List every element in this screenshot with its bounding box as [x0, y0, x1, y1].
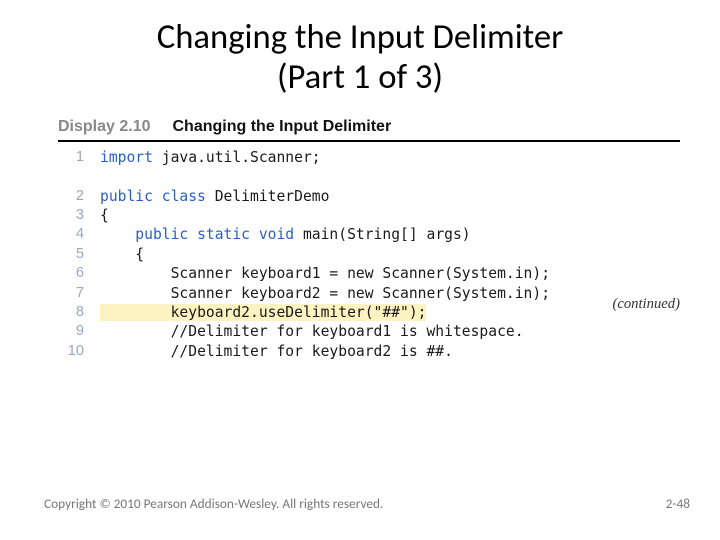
code-line: public class DelimiterDemo — [100, 187, 550, 206]
code-text: { — [100, 207, 109, 224]
code-text: DelimiterDemo — [206, 188, 330, 205]
code-text: { — [135, 246, 144, 263]
line-number: 9 — [58, 322, 100, 341]
code-line: { — [100, 206, 550, 225]
code-text: //Delimiter for keyboard2 is ##. — [171, 343, 453, 360]
gutter-blank — [58, 167, 100, 186]
line-number: 1 — [58, 148, 100, 167]
line-number: 2 — [58, 187, 100, 206]
line-number: 5 — [58, 245, 100, 264]
line-number: 8 — [58, 303, 100, 322]
slide: Changing the Input Delimiter (Part 1 of … — [0, 0, 720, 540]
copyright-text: Copyright © 2010 Pearson Addison-Wesley.… — [44, 495, 383, 512]
title-line-1: Changing the Input Delimiter — [0, 18, 720, 58]
code-line: Scanner keyboard1 = new Scanner(System.i… — [100, 264, 550, 283]
slide-title: Changing the Input Delimiter (Part 1 of … — [0, 18, 720, 98]
keyword: import — [100, 149, 153, 166]
continued-label: (continued) — [612, 296, 680, 313]
keyword: public static void — [135, 226, 294, 243]
footer: Copyright © 2010 Pearson Addison-Wesley.… — [44, 495, 690, 512]
code-line: keyboard2.useDelimiter("##"); — [100, 303, 550, 322]
display-title: Changing the Input Delimiter — [173, 118, 392, 135]
code-line: //Delimiter for keyboard1 is whitespace. — [100, 322, 550, 341]
keyword: public class — [100, 188, 206, 205]
code-line: { — [100, 245, 550, 264]
code-line: import java.util.Scanner; — [100, 148, 550, 167]
code-display: Display 2.10 Changing the Input Delimite… — [58, 118, 680, 361]
line-number: 3 — [58, 206, 100, 225]
line-number: 10 — [58, 342, 100, 361]
line-number: 4 — [58, 225, 100, 244]
code-text: java.util.Scanner; — [153, 149, 321, 166]
display-header: Display 2.10 Changing the Input Delimite… — [58, 118, 680, 142]
code-text: //Delimiter for keyboard1 is whitespace. — [171, 323, 524, 340]
line-number: 6 — [58, 264, 100, 283]
title-line-2: (Part 1 of 3) — [0, 58, 720, 98]
display-label: Display 2.10 — [58, 118, 151, 135]
code-text: keyboard2.useDelimiter("##"); — [171, 304, 427, 321]
code-line: public static void main(String[] args) — [100, 225, 550, 244]
code-text: Scanner keyboard1 = new Scanner(System.i… — [171, 265, 550, 282]
code-line: //Delimiter for keyboard2 is ##. — [100, 342, 550, 361]
code-text: main(String[] args) — [294, 226, 470, 243]
code-listing: 1import java.util.Scanner; 2public class… — [58, 148, 550, 361]
highlighted-code: keyboard2.useDelimiter("##"); — [100, 304, 426, 321]
code-blank — [100, 167, 550, 186]
code-line: Scanner keyboard2 = new Scanner(System.i… — [100, 284, 550, 303]
line-number: 7 — [58, 284, 100, 303]
page-number: 2-48 — [666, 495, 690, 512]
code-text: Scanner keyboard2 = new Scanner(System.i… — [171, 285, 550, 302]
